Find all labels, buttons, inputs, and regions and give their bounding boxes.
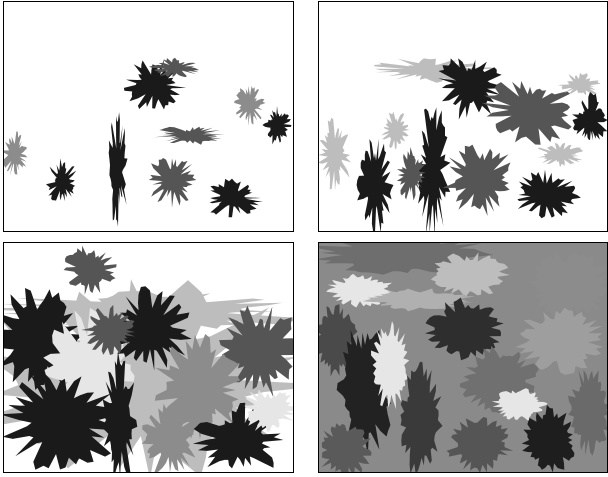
segment-region (219, 305, 294, 398)
segment-region (3, 131, 28, 176)
panel-background (3, 1, 294, 232)
segmentation-panel (3, 245, 294, 473)
segment-region (209, 178, 263, 218)
segment-region (491, 388, 548, 422)
segment-region (442, 144, 511, 216)
segment-region (81, 304, 136, 355)
segment-region (356, 138, 394, 232)
segment-region (400, 361, 443, 473)
segmentation-panel (318, 58, 608, 232)
segment-region (46, 158, 77, 202)
segment-region (234, 85, 266, 127)
segment-region (381, 111, 410, 149)
segment-region (153, 126, 225, 145)
segment-region (481, 81, 572, 145)
segment-region (529, 251, 608, 319)
panel-frame (3, 1, 294, 232)
segment-region (148, 57, 200, 78)
segmentation-panel (318, 242, 608, 473)
segment-region (321, 423, 372, 473)
segment-region (244, 389, 294, 433)
segment-region (318, 117, 352, 191)
segment-region (148, 158, 197, 208)
segment-region (517, 169, 581, 219)
segment-region (424, 297, 504, 361)
segment-region (557, 72, 601, 96)
segment-region (537, 142, 584, 168)
segment-region (515, 307, 604, 375)
segment-region (396, 147, 426, 201)
segment-region (63, 245, 117, 295)
segment-region (3, 370, 120, 470)
segment-region (416, 107, 451, 232)
segment-region (108, 112, 128, 227)
segment-region (101, 351, 138, 473)
segment-region (568, 370, 608, 456)
segment-region (141, 403, 199, 473)
segment-region (430, 252, 510, 297)
segment-region (446, 417, 513, 473)
segment-region (521, 404, 575, 473)
segment-region (373, 58, 495, 83)
segment-region (371, 321, 410, 410)
segment-region (106, 286, 192, 371)
segment-region (262, 106, 292, 145)
panel-frame (3, 242, 294, 473)
segment-region (572, 92, 608, 141)
segmentation-panel (3, 57, 292, 227)
